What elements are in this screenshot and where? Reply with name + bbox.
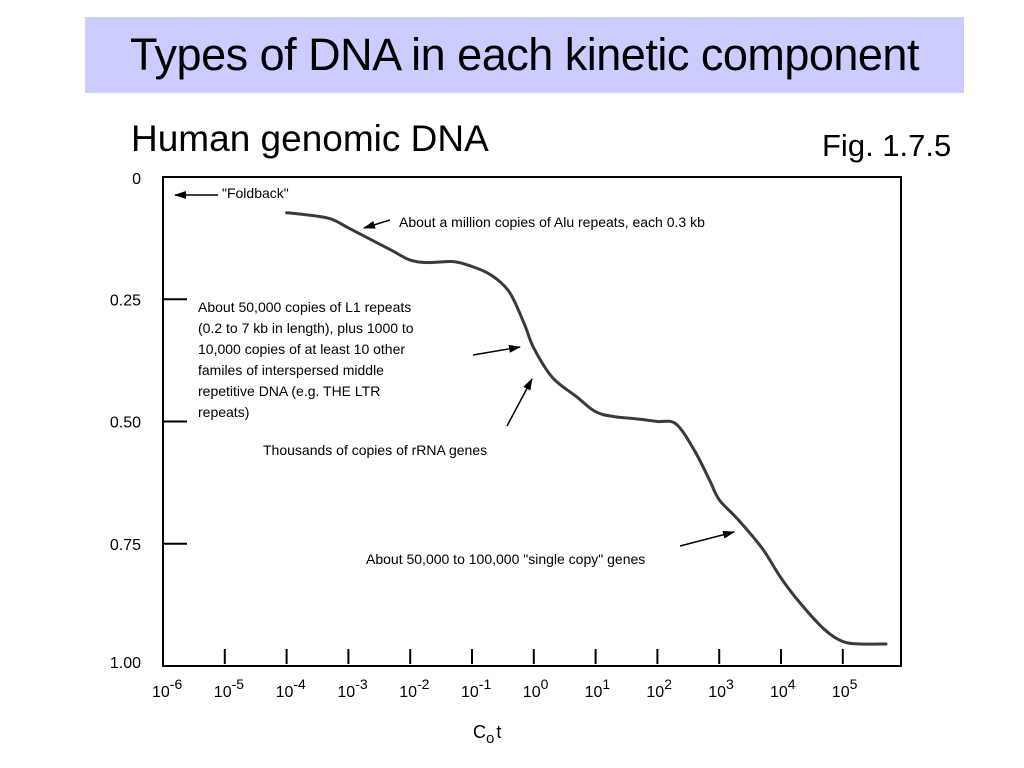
x-tick-exponent: -5: [232, 676, 245, 692]
x-tick-label: 10-6: [152, 676, 182, 701]
x-tick-exponent: 0: [541, 676, 549, 692]
y-tick-label: 0.75: [110, 537, 141, 554]
x-tick-exponent: 3: [726, 676, 734, 692]
x-tick-label: 10-3: [337, 676, 367, 701]
x-tick-base: 10: [770, 684, 788, 701]
x-tick-label: 103: [708, 676, 734, 701]
x-tick-base: 10: [399, 684, 417, 701]
x-tick-label: 102: [646, 676, 672, 701]
x-tick-exponent: -3: [355, 676, 368, 692]
annotation-single-copy: About 50,000 to 100,000 "single copy" ge…: [366, 551, 645, 567]
x-tick-exponent: -4: [293, 676, 306, 692]
x-tick-base: 10: [152, 684, 170, 701]
x-tick-label: 101: [585, 676, 611, 701]
x-tick-base: 10: [214, 684, 232, 701]
x-tick-label: 104: [770, 676, 796, 701]
x-tick-exponent: -2: [417, 676, 430, 692]
annotation-l1-line: 10,000 copies of at least 10 other: [198, 341, 405, 357]
plot-frame: [162, 176, 902, 667]
figure-label: Fig. 1.7.5: [822, 128, 952, 163]
x-tick-base: 10: [832, 684, 850, 701]
x-tick-exponent: 4: [788, 676, 796, 692]
cot-curve-line: [285, 211, 888, 646]
y-tick-label: 0.50: [110, 415, 141, 432]
rrna-arrow: [506, 378, 533, 427]
l1-arrow: [472, 344, 521, 356]
annotation-foldback: "Foldback": [222, 185, 289, 201]
slide-subtitle: Human genomic DNA: [131, 118, 489, 159]
y-tick-label: 0.25: [110, 292, 141, 309]
x-tick-label: 10-2: [399, 676, 429, 701]
annotation-l1-line: repetitive DNA (e.g. THE LTR: [198, 383, 380, 399]
x-tick-label: 10-4: [276, 676, 306, 701]
title-bar: Types of DNA in each kinetic component: [85, 17, 964, 93]
x-tick-base: 10: [523, 684, 541, 701]
x-tick-exponent: -1: [479, 676, 492, 692]
x-tick-base: 10: [276, 684, 294, 701]
x-tick-base: 10: [585, 684, 603, 701]
x-tick-base: 10: [461, 684, 479, 701]
y-tick-label: 1.00: [110, 655, 141, 672]
y-axis: 0 0.25 0.50 0.75 1.00: [110, 171, 187, 672]
annotation-alu: About a million copies of Alu repeats, e…: [399, 214, 705, 230]
x-tick-exponent: 5: [850, 676, 858, 692]
annotation-l1-line: repeats): [198, 404, 249, 420]
x-axis-label: Co t: [473, 722, 501, 747]
x-tick-exponent: -6: [170, 676, 183, 692]
slide-title: Types of DNA in each kinetic component: [130, 29, 919, 80]
x-tick-base: 10: [646, 684, 664, 701]
x-tick-label: 100: [523, 676, 549, 701]
annotation-l1-line: familes of interspersed middle: [198, 362, 384, 378]
x-tick-label: 10-5: [214, 676, 244, 701]
annotation-l1: About 50,000 copies of L1 repeats (0.2 t…: [198, 299, 417, 420]
y-tick-label: 0: [132, 171, 141, 188]
x-axis-label-subscript: o: [486, 730, 494, 747]
x-tick-label: 105: [832, 676, 858, 701]
annotation-l1-line: About 50,000 copies of L1 repeats: [198, 299, 411, 315]
x-tick-exponent: 2: [664, 676, 672, 692]
single-copy-arrow: [679, 530, 735, 547]
alu-arrow: [363, 219, 391, 229]
x-tick-label: 10-1: [461, 676, 491, 701]
x-axis: 10-6 10-5 10-4 10-3 10-2 10-1 100 101 102 103 104 1…: [152, 649, 858, 701]
x-axis-label-main: C: [473, 722, 486, 742]
x-tick-exponent: 1: [602, 676, 610, 692]
annotation-l1-line: (0.2 to 7 kb in length), plus 1000 to: [198, 320, 414, 336]
x-axis-label-suffix: t: [496, 722, 501, 742]
x-tick-base: 10: [708, 684, 726, 701]
annotation-rrna: Thousands of copies of rRNA genes: [263, 442, 487, 458]
x-tick-base: 10: [337, 684, 355, 701]
